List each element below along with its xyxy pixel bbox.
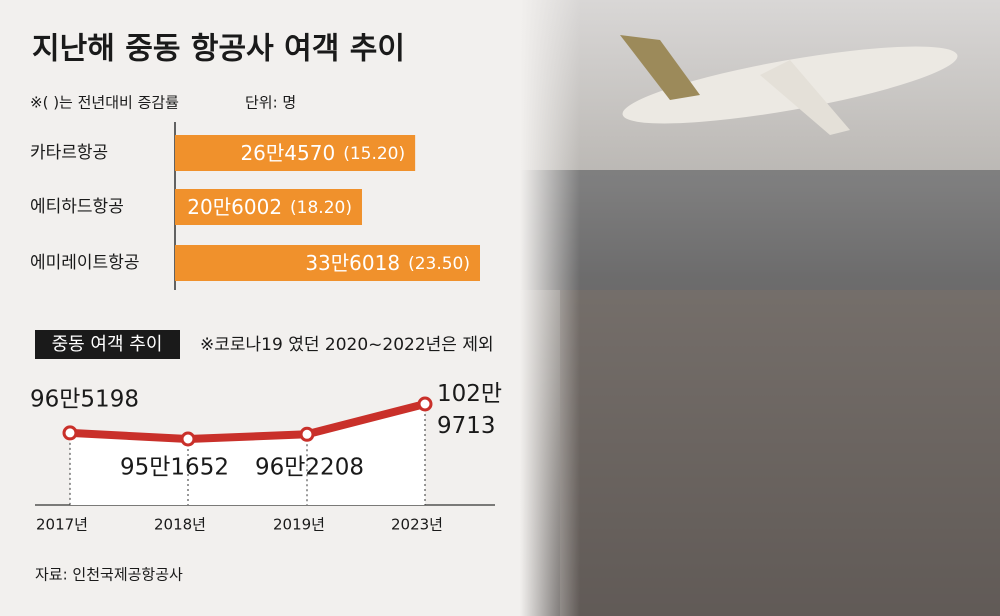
note: ※코로나19 였던 2020~2022년은 제외 <box>200 335 494 355</box>
bar <box>175 245 480 281</box>
photo <box>520 0 1000 616</box>
growth-label: (15.20) <box>343 144 405 164</box>
value-label: 20만6002 <box>187 195 282 219</box>
data-label: 95만1652 <box>120 455 229 481</box>
bar <box>175 135 416 171</box>
data-label: 102만 9713 <box>437 381 503 439</box>
section-title: 중동 여객 추이 <box>52 334 163 355</box>
data-label: 26만4570 (15.20) <box>240 141 405 165</box>
value-label: 26만4570 <box>240 141 335 165</box>
x-tick-label: 2019년 <box>273 516 325 534</box>
section-box <box>35 330 180 359</box>
source: 자료: 인천국제공항공사 <box>35 566 183 584</box>
x-tick-label: 2018년 <box>154 516 206 534</box>
value-label: 33만6018 <box>305 251 400 275</box>
note: ※( )는 전년대비 증감률 <box>30 94 179 112</box>
point <box>299 426 315 442</box>
point <box>62 425 78 441</box>
x-tick-label: 2017년 <box>36 516 88 534</box>
bar <box>175 189 362 225</box>
point <box>417 396 433 412</box>
title: 지난해 중동 항공사 여객 추이 <box>32 32 405 67</box>
growth-label: (23.50) <box>408 254 470 274</box>
y-tick-label: 에티하드항공 <box>30 197 124 217</box>
y-tick-label: 에미레이트항공 <box>30 253 139 273</box>
point <box>180 431 196 447</box>
data-label: 33만6018 (23.50) <box>305 251 470 275</box>
x-tick-label: 2023년 <box>391 516 443 534</box>
y-tick-label: 카타르항공 <box>30 143 108 163</box>
growth-label: (18.20) <box>290 198 352 218</box>
data-label: 20만6002 (18.20) <box>187 195 352 219</box>
data-label: 96만2208 <box>255 455 364 481</box>
line <box>69 400 426 444</box>
data-label: 96만5198 <box>30 387 139 413</box>
unit: 단위: 명 <box>245 94 296 112</box>
